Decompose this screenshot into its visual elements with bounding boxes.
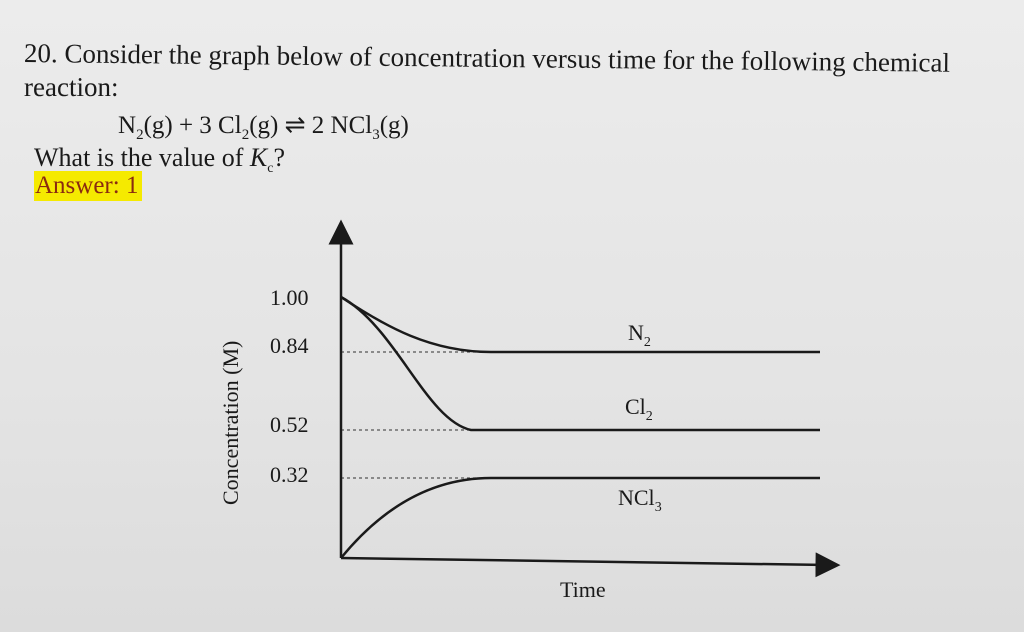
- y-tick-label: 1.00: [270, 285, 309, 310]
- eq-ncl3-state: (g): [379, 112, 409, 139]
- kc-question: What is the value of Kc?: [34, 143, 285, 177]
- eq-n2-state: (g) + 3 Cl: [143, 112, 242, 139]
- eq-cl2-sub: 2: [241, 127, 250, 143]
- kc-suffix: ?: [273, 143, 285, 172]
- y-tick-label: 0.32: [270, 462, 309, 487]
- eq-ncl3-sub: 3: [372, 127, 380, 143]
- eq-n2-sub: 2: [136, 127, 144, 143]
- eq-cl2-state: (g) ⇌ 2 NCl: [249, 112, 373, 139]
- kc-symbol: Kc: [249, 143, 274, 176]
- series-line-cl2: [340, 295, 820, 432]
- series-line-n2: [340, 295, 820, 354]
- series-label-cl2: Cl2: [625, 394, 653, 424]
- series-line-ncl3: [340, 476, 820, 559]
- series-label-ncl3: NCl3: [618, 485, 662, 515]
- series-label-n2: N2: [628, 320, 651, 350]
- eq-n2: N: [118, 112, 137, 139]
- question-text-line2: reaction:: [24, 72, 119, 102]
- kc-prefix: What is the value of: [34, 143, 250, 172]
- y-axis-title: Concentration (M): [218, 341, 243, 505]
- kc-letter: K: [249, 143, 268, 172]
- x-axis-title: Time: [560, 577, 606, 602]
- y-tick-label: 0.84: [270, 333, 309, 358]
- reaction-equation: N2(g) + 3 Cl2(g) ⇌ 2 NCl3(g): [118, 110, 409, 144]
- answer-highlight: Answer: 1: [34, 171, 143, 201]
- kc-subscript: c: [267, 161, 274, 177]
- y-tick-label: 0.52: [270, 412, 309, 437]
- x-axis: [340, 552, 841, 578]
